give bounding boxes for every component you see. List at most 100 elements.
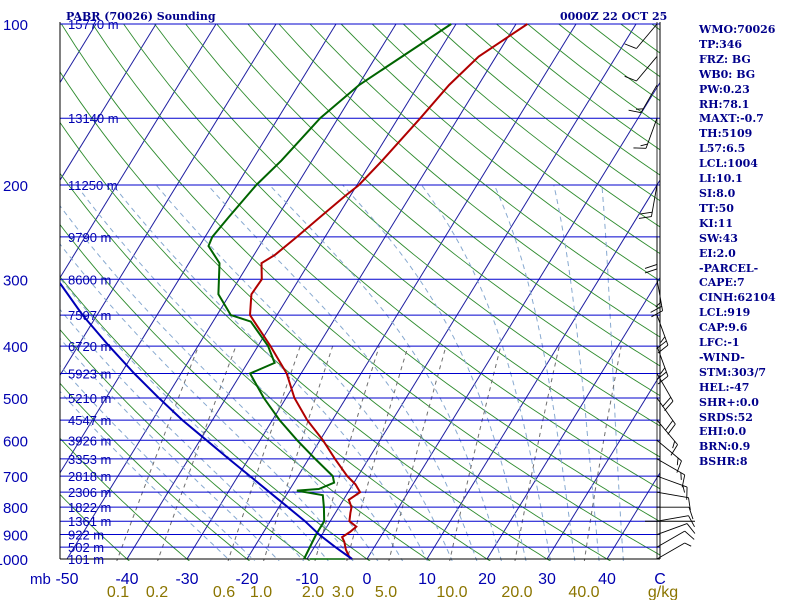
wind-barb-feather [684, 530, 695, 540]
wind-barb [656, 314, 669, 354]
height-label: 2818 m [68, 469, 111, 484]
wind-barb-staff [640, 84, 658, 113]
wind-barb-feather [662, 397, 672, 408]
wind-barb-feather [676, 457, 679, 466]
wind-barb-staff [656, 475, 688, 488]
index-line: FRZ: BG [699, 52, 751, 66]
dry-adiabat-line [60, 276, 371, 561]
chart-valid-time: 0000Z 22 OCT 25 [560, 10, 668, 23]
moist-adiabat-line [493, 184, 576, 561]
dry-adiabat-line [60, 71, 612, 561]
wind-barb-feather [684, 542, 692, 547]
index-line: -WIND- [699, 350, 745, 364]
wind-barb-staff [636, 56, 658, 82]
wind-barb-staff [636, 23, 658, 49]
isotherm-line [486, 276, 660, 560]
wind-barb-feather [686, 523, 696, 534]
height-label: 5210 m [68, 391, 111, 406]
temperature-tick-label: 40 [598, 571, 616, 588]
wind-barb-feather [639, 211, 653, 215]
dry-adiabat-line [154, 23, 660, 458]
wind-barb [657, 506, 694, 520]
dry-adiabat-line [60, 328, 311, 561]
dry-adiabat-line [340, 23, 660, 282]
isotherm-line [60, 23, 337, 474]
index-line: SI:8.0 [699, 186, 736, 200]
height-label: 5923 m [68, 366, 111, 381]
height-label: 3353 m [68, 452, 111, 467]
dry-adiabat-line [60, 493, 130, 561]
wind-barb-feather [657, 375, 669, 385]
wind-barb-feather [656, 371, 667, 381]
mixing-ratio-label: 10.0 [436, 584, 467, 600]
wind-barb-staff [656, 458, 685, 476]
mixing-ratio-label: 0.2 [146, 584, 168, 600]
dry-adiabat-line [61, 23, 660, 556]
index-line: LFC:-1 [699, 336, 740, 350]
wind-barb [638, 184, 658, 219]
wind-barb [656, 397, 676, 435]
pressure-tick-label: 100 [3, 17, 28, 34]
moist-adiabat-line [60, 364, 256, 561]
wind-barb-staff [656, 373, 674, 402]
wind-barb-staff [656, 542, 685, 560]
wind-barb-feather [670, 444, 678, 456]
profile-lines [60, 23, 528, 560]
index-line: TT:50 [699, 201, 734, 215]
index-line: KI:11 [699, 216, 734, 230]
wind-barb-staff [656, 491, 689, 499]
pressure-tick-label: 500 [3, 391, 28, 408]
dry-adiabat-line [60, 223, 431, 561]
temperature-tick-label: -50 [55, 571, 78, 588]
index-line: TH:5109 [699, 127, 753, 141]
wind-barbs [624, 22, 696, 560]
height-label: 13140 m [68, 111, 119, 126]
index-line: SW:43 [699, 231, 738, 245]
wind-barb [624, 23, 658, 49]
wind-barb-staff [656, 279, 663, 311]
index-line: CAP:9.6 [699, 321, 748, 335]
index-line: WMO:70026 [699, 23, 776, 36]
index-line: SRDS:52 [699, 410, 753, 424]
moist-adiabat-line [60, 308, 305, 561]
isotherm-line [426, 179, 660, 560]
wind-barb-feather [624, 75, 637, 82]
wind-barb-staff [656, 515, 689, 522]
temperature-tick-label: 20 [478, 571, 496, 588]
mixing-ratio-label: 5.0 [375, 584, 397, 600]
wind-barb [628, 84, 658, 114]
wind-barb [656, 419, 678, 456]
mixing-ratio-label: 1.0 [250, 584, 272, 600]
wind-barb [644, 236, 658, 274]
temperature-tick-label: C [654, 571, 666, 588]
pressure-tick-label: 200 [3, 178, 28, 195]
pressure-tick-label: 800 [3, 500, 28, 517]
index-line: STM:303/7 [699, 365, 766, 379]
index-line: SHR+:0.0 [699, 395, 759, 409]
mixing-ratio-line [314, 345, 380, 561]
index-line: L57:6.5 [699, 142, 746, 156]
mixing-ratio-line [346, 345, 409, 561]
wind-barb [656, 515, 695, 528]
index-line: BRN:0.9 [699, 440, 751, 454]
moist-adiabat-line [342, 184, 527, 561]
height-label: 6720 m [68, 339, 111, 354]
mixing-ratio-line [388, 345, 447, 561]
mixing-ratio-label: 2.0 [302, 584, 324, 600]
wind-barb-feather [657, 344, 669, 354]
parcel-profile [60, 281, 353, 560]
wind-barb [656, 458, 686, 488]
dry-adiabat-line [60, 121, 552, 561]
isotherm-line [306, 23, 637, 560]
wind-barb-feather [672, 441, 676, 449]
isotherm-line [126, 23, 457, 560]
mixing-ratio-line [449, 345, 502, 561]
mixing-ratio-line [514, 345, 560, 561]
dry-adiabat-line [371, 23, 660, 255]
wind-barb-staff [656, 439, 682, 462]
wind-barb-feather [628, 109, 642, 114]
wind-barb-feather [624, 43, 637, 49]
wind-barb-feather [656, 340, 667, 350]
moist-adiabat-line [60, 277, 329, 561]
wind-barb-feather [667, 423, 676, 435]
